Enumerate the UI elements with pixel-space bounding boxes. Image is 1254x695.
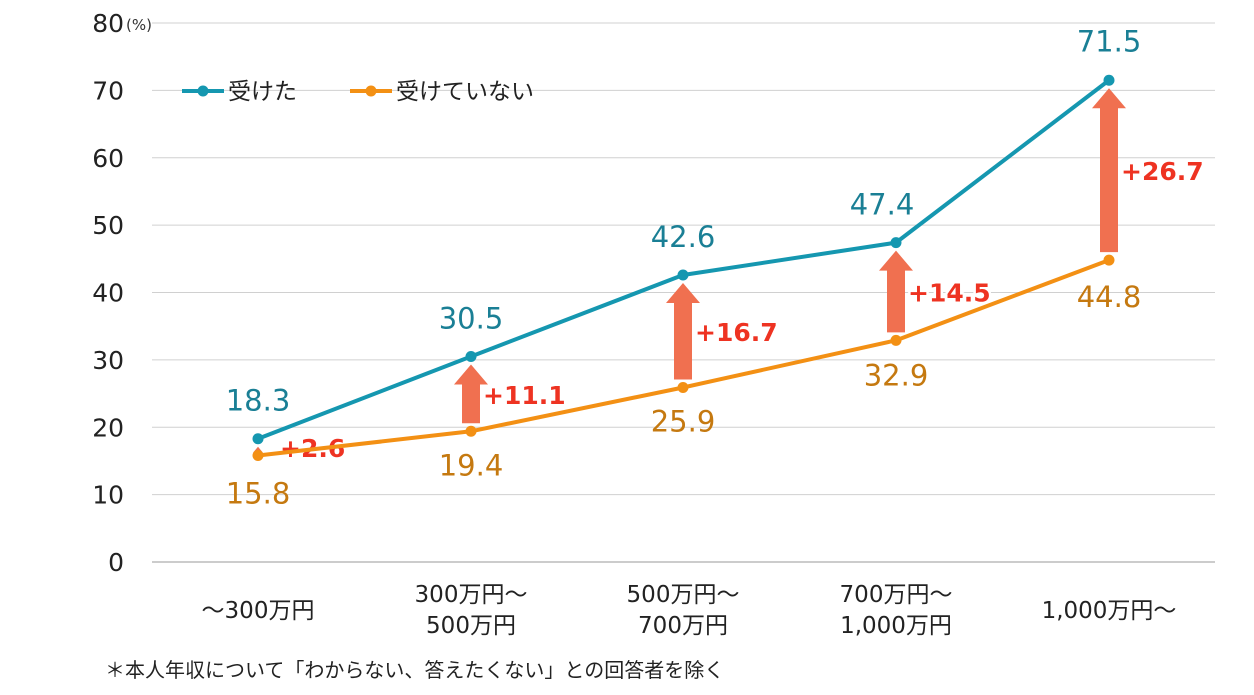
data-label-not-received: 19.4: [439, 448, 504, 482]
difference-arrow: [666, 282, 700, 380]
y-axis: 0 10 20 30 40 50 60 70 80 (%): [92, 9, 152, 577]
difference-arrow: [879, 250, 913, 333]
data-label-not-received: 32.9: [864, 358, 929, 392]
y-tick-label: 50: [92, 211, 124, 240]
y-tick-label: 30: [92, 346, 124, 375]
difference-label: +11.1: [483, 381, 566, 410]
y-tick-label: 70: [92, 76, 124, 105]
legend-item: 受けていない: [350, 79, 534, 105]
x-tick-label: 500万円: [426, 613, 516, 639]
y-tick-label: 0: [108, 548, 124, 577]
legend-label: 受けた: [228, 79, 297, 105]
data-label-received: 30.5: [439, 302, 504, 336]
data-label-received: 47.4: [850, 188, 915, 222]
footnote: ＊本人年収について「わからない、答えたくない」との回答者を除く: [105, 658, 725, 682]
grid-lines: [152, 22, 1215, 563]
legend-marker: [365, 85, 377, 97]
data-point: [1103, 254, 1115, 266]
difference-arrows: +2.6+11.1+16.7+14.5+26.7: [253, 88, 1206, 466]
y-tick-label: 20: [92, 413, 124, 442]
data-point: [890, 334, 902, 346]
data-labels: 18.3 30.5 42.6 47.4 71.5 15.8 19.4 25.9 32.9 44.8: [226, 24, 1142, 510]
x-tick-label: 300万円～: [415, 582, 528, 608]
data-point: [890, 237, 902, 249]
data-point: [252, 433, 264, 445]
line-chart: 0 10 20 30 40 50 60 70 80 (%) ～300万円 300万円～ 500万円 50…: [92, 9, 1215, 639]
data-label-received: 42.6: [651, 220, 716, 254]
difference-label: +26.7: [1121, 157, 1204, 186]
x-tick-label: 500万円～: [627, 582, 740, 608]
data-label-received: 18.3: [226, 384, 291, 418]
y-tick-label: 60: [92, 144, 124, 173]
difference-arrow: [454, 364, 488, 424]
series-lines: [252, 74, 1115, 462]
y-tick-label: 80: [92, 9, 124, 38]
x-tick-label: 700万円～: [840, 582, 953, 608]
legend: 受けた 受けていない: [182, 79, 534, 105]
x-axis: ～300万円 300万円～ 500万円 500万円～ 700万円 700万円～ 1,000万…: [202, 582, 1177, 639]
x-tick-label: 700万円: [638, 613, 728, 639]
y-unit-label: (%): [126, 16, 152, 34]
data-point: [677, 269, 689, 281]
y-tick-label: 10: [92, 481, 124, 510]
y-tick-label: 40: [92, 279, 124, 308]
data-point: [465, 351, 477, 363]
data-label-not-received: 15.8: [226, 477, 291, 511]
difference-label: +14.5: [908, 278, 991, 307]
data-label-received: 71.5: [1077, 24, 1142, 58]
data-point: [252, 450, 264, 462]
data-point: [677, 381, 689, 393]
x-tick-label: ～300万円: [202, 598, 315, 624]
x-tick-label: 1,000万円: [840, 613, 952, 639]
data-point: [465, 425, 477, 437]
data-label-not-received: 44.8: [1077, 280, 1142, 314]
difference-label: +16.7: [695, 318, 778, 347]
legend-label: 受けていない: [396, 79, 534, 105]
x-tick-label: 1,000万円～: [1042, 598, 1177, 624]
difference-arrow: [1092, 88, 1126, 253]
data-point: [1103, 74, 1115, 86]
data-label-not-received: 25.9: [651, 404, 716, 438]
legend-marker: [197, 85, 209, 97]
legend-item: 受けた: [182, 79, 297, 105]
